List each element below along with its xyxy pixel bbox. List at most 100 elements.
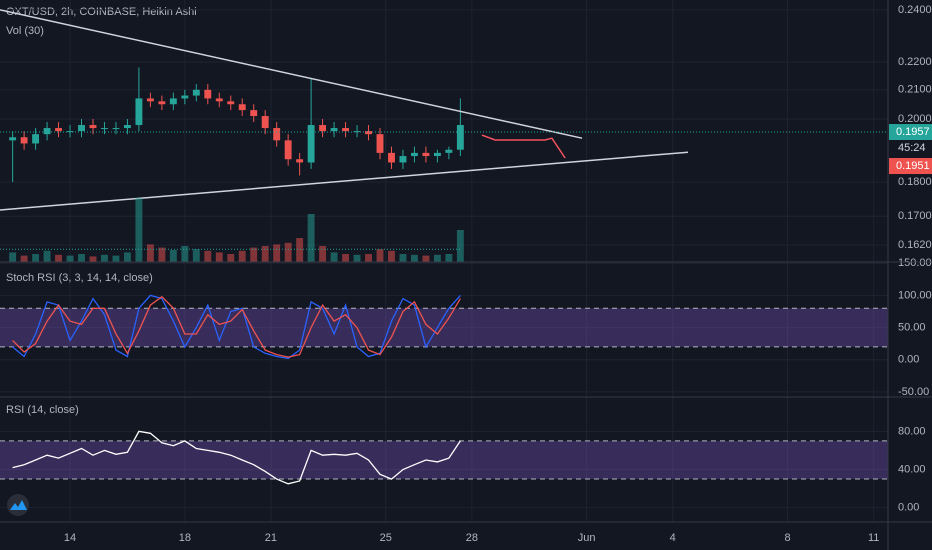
volume-bar [422,255,430,262]
volume-bar [388,250,395,262]
y-tick-label: 0.1800 [898,176,932,188]
candle-body [215,98,223,102]
volume-bar [238,250,246,262]
volume-bar [192,249,200,262]
line-series [12,294,461,360]
candle-body [261,116,269,129]
drawing [481,134,566,159]
candle-body [456,125,464,150]
candle-body [66,131,74,133]
candle-body [101,128,108,130]
pane-title: Stoch RSI (3, 3, 14, 14, close) [6,272,153,284]
line-series [12,430,461,485]
volume-bar [456,230,464,262]
x-tick-label: 14 [64,532,76,544]
volume-bar [342,254,350,262]
candle-body [204,89,212,99]
price-tag: 0.1957 [896,126,930,138]
volume-bar [112,255,120,262]
y-tick-label: 50.00 [898,321,926,333]
x-tick-label: 18 [179,532,191,544]
volume-bar [307,214,315,262]
candle-body [89,125,97,129]
volume-bar [227,254,235,262]
candle-body [250,110,258,117]
volume-bar [123,252,131,262]
volume-bar [215,252,223,262]
candle-body [32,134,40,144]
y-tick-label: -50.00 [898,386,929,398]
volume-bar [9,252,17,262]
candle-body [284,140,292,160]
candle-body [410,152,418,157]
candle-body [146,98,154,102]
volume-bar [181,246,189,262]
candle-body [342,128,350,132]
y-tick-label: 100.00 [898,289,932,301]
y-tick-label: 0.2200 [898,56,932,68]
logo [7,494,29,516]
volume-bar [284,242,292,262]
line-series [12,295,461,358]
countdown-bg [889,140,932,157]
y-tick-label: 150.00 [898,257,932,269]
trendline [0,9,583,139]
volume-bar [376,249,384,262]
candle-body [169,98,177,105]
x-tick-label: 8 [784,532,790,544]
volume-bar [410,254,418,262]
y-tick-label: 0.2400 [898,4,932,16]
candle-body [55,128,62,132]
candle-body [296,159,304,163]
candle-body [376,134,384,153]
candle-body [388,152,395,163]
price-tag-bg [889,158,932,175]
pane-title: OXT/USD, 2h, COINBASE, Heikin Ashi [6,6,197,18]
x-tick-label: 21 [265,532,277,544]
volume-bar [353,254,361,262]
candle-body [422,152,430,157]
volume-bar [204,250,212,262]
candle-body [365,131,372,135]
volume-bar [32,254,40,262]
countdown: 45:24 [898,142,926,154]
candle-body [9,137,17,141]
y-tick-label: 40.00 [898,463,926,475]
volume-bar [319,246,327,262]
candle-body [238,104,246,111]
y-tick-label: 0.2000 [898,113,932,125]
volume-bar [158,247,166,262]
candle-body [330,128,338,132]
y-tick-label: 0.00 [898,502,919,514]
trendline [0,151,689,211]
y-tick-label: 80.00 [898,425,926,437]
candle-body [78,125,85,132]
volume-bar [250,247,258,262]
volume-bar [78,254,85,262]
candle-body [112,128,120,130]
volume-bar [169,250,177,262]
candle-body [192,89,200,96]
volume-bar [43,250,51,262]
candle-body [307,125,315,163]
volume-bar [445,254,453,262]
volume-bar [296,238,304,262]
candle-body [135,98,143,126]
x-tick-label: 11 [868,532,879,544]
candle-body [158,101,166,105]
candle-body [123,125,131,129]
candle-body [43,128,51,135]
volume-bar [20,255,28,262]
candle-body [445,149,453,153]
candle-body [181,95,189,99]
price-tag: 0.1951 [896,160,930,172]
volume-bar [89,256,97,262]
candle-body [319,125,327,132]
candle-body [399,156,407,163]
volume-bar [55,254,62,262]
volume-bar [330,252,338,262]
volume-bar [365,254,372,262]
candle-body [227,101,235,105]
